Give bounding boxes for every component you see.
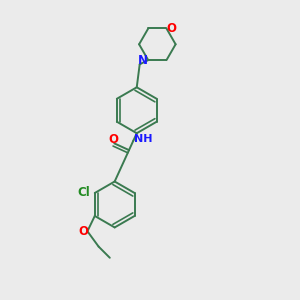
- Text: O: O: [167, 22, 177, 35]
- Text: NH: NH: [134, 134, 153, 144]
- Text: N: N: [138, 54, 148, 67]
- Text: Cl: Cl: [77, 187, 90, 200]
- Text: O: O: [109, 133, 119, 146]
- Text: O: O: [78, 225, 88, 239]
